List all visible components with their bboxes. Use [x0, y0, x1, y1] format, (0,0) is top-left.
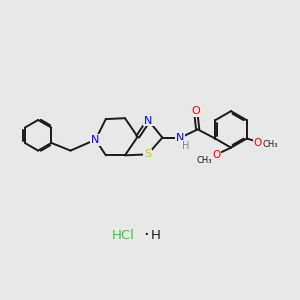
Text: S: S: [144, 149, 151, 159]
Text: N: N: [91, 135, 100, 145]
Text: H: H: [182, 141, 190, 151]
Text: H: H: [151, 229, 161, 242]
Text: HCl: HCl: [112, 229, 135, 242]
Text: O: O: [254, 138, 262, 148]
Text: O: O: [191, 106, 200, 116]
Text: N: N: [176, 133, 184, 142]
Text: CH₃: CH₃: [262, 140, 278, 149]
Text: N: N: [91, 135, 100, 145]
Text: N: N: [144, 116, 153, 126]
Text: O: O: [212, 150, 220, 160]
Text: ·: ·: [143, 226, 148, 244]
Text: CH₃: CH₃: [197, 156, 212, 165]
